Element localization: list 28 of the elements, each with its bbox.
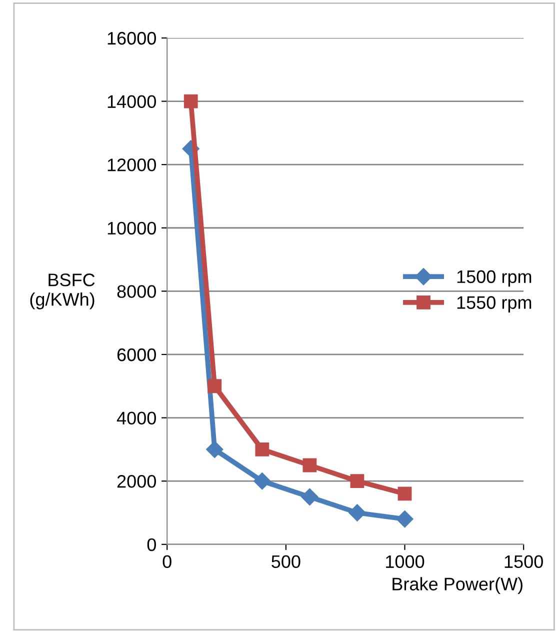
point [350, 474, 364, 488]
point [206, 440, 224, 458]
legend-label: 1500 rpm [457, 270, 532, 287]
point [184, 94, 198, 108]
y-tick-label: 14000 [108, 95, 156, 108]
y-tick-label: 8000 [117, 285, 156, 298]
x-axis-title: Brake Power(W) [392, 577, 522, 594]
x-tick-label: 1500 [504, 555, 543, 568]
point [398, 486, 412, 501]
y-tick-label: 4000 [116, 412, 156, 424]
point [208, 379, 222, 394]
y-tick-label: 0 [147, 538, 156, 552]
point [348, 504, 366, 522]
point [396, 510, 414, 528]
x-tick-label: 500 [272, 555, 300, 568]
point [302, 458, 317, 472]
y-tick-label: 2000 [117, 475, 156, 488]
y-tick-label: 16000 [108, 32, 156, 45]
y-tick-label: 10000 [108, 222, 156, 235]
y-tick-label: 6000 [117, 348, 156, 362]
point [254, 472, 271, 490]
y-axis-title: BSFC (g/KWh) [30, 274, 95, 310]
legend-label: 1550 rpm [457, 296, 532, 313]
point [255, 442, 270, 456]
x-tick-label: 1000 [386, 555, 424, 568]
point [301, 488, 318, 506]
y-tick-label: 12000 [108, 158, 156, 172]
x-tick-label: 0 [162, 555, 172, 568]
